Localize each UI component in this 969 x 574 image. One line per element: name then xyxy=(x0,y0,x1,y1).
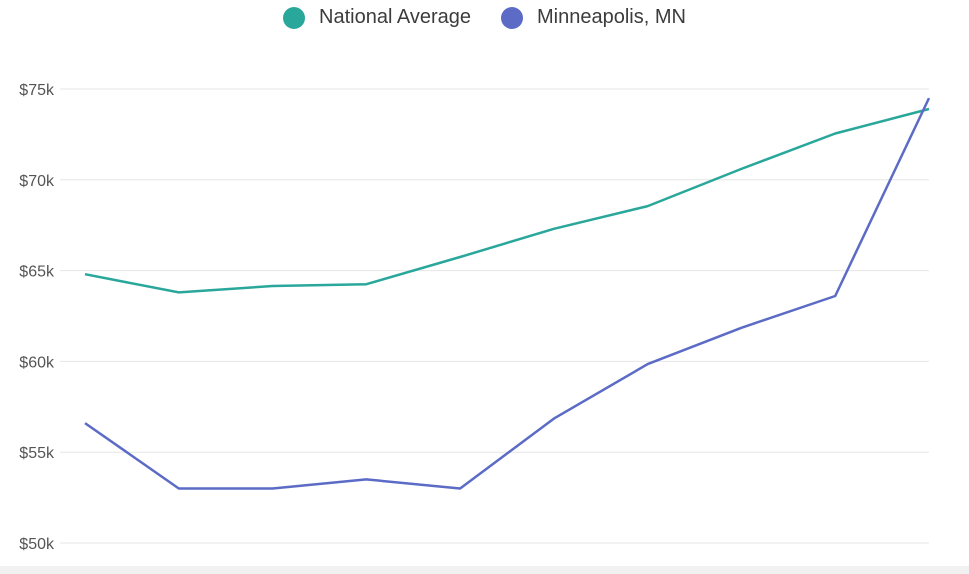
legend-label-minneapolis: Minneapolis, MN xyxy=(537,6,686,28)
y-tick-label: $65k xyxy=(19,264,55,281)
series-line-0[interactable] xyxy=(84,107,930,294)
chart-footer-band xyxy=(0,566,969,574)
series-line-1[interactable] xyxy=(84,97,931,490)
y-tick-label: $60k xyxy=(19,354,55,371)
chart-legend: National Average Minneapolis, MN xyxy=(0,6,969,29)
legend-marker-minneapolis xyxy=(501,6,523,29)
legend-item-minneapolis[interactable]: Minneapolis, MN xyxy=(501,6,686,29)
y-tick-label: $50k xyxy=(19,536,55,553)
legend-item-national-average[interactable]: National Average xyxy=(283,6,471,29)
legend-label-national-average: National Average xyxy=(319,6,471,28)
y-tick-label: $55k xyxy=(19,445,55,462)
y-tick-label: $75k xyxy=(19,82,55,99)
legend-marker-national-average xyxy=(283,6,306,29)
y-tick-label: $70k xyxy=(19,173,55,190)
